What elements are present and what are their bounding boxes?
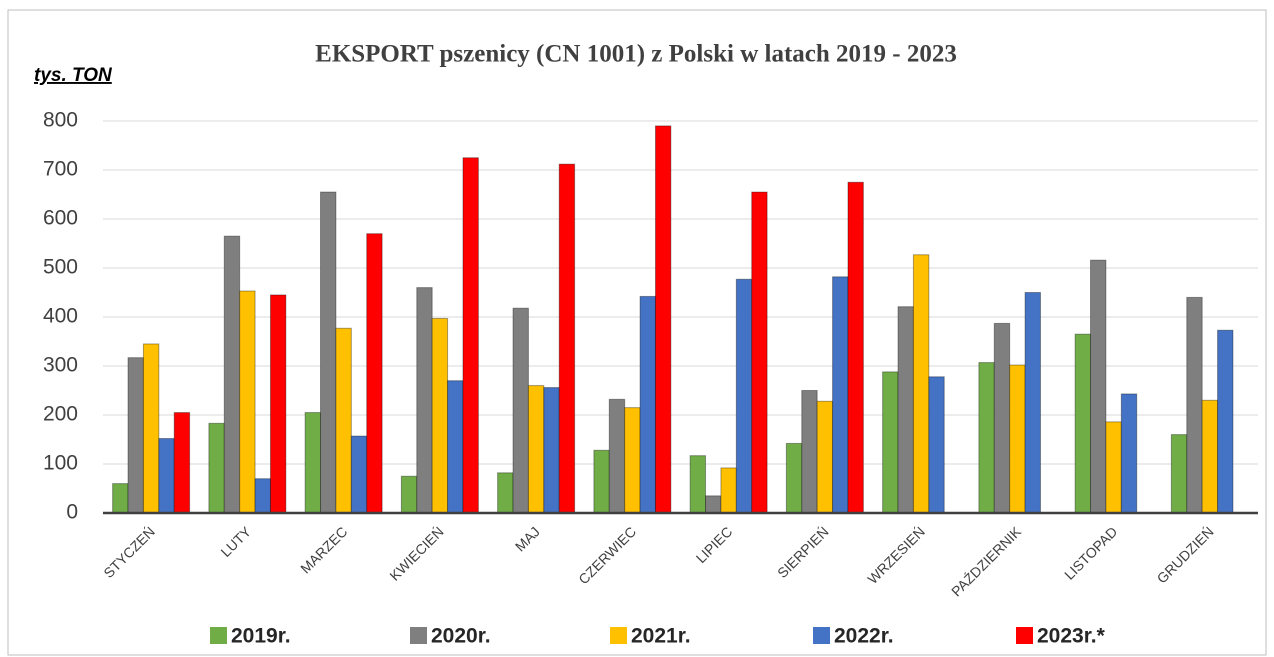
- bar: [1024, 292, 1041, 514]
- bar: [127, 357, 144, 514]
- legend-label: 2022r.: [834, 625, 894, 648]
- bar: [142, 343, 160, 514]
- chart-title: EKSPORT pszenicy (CN 1001) z Polski w la…: [315, 41, 957, 68]
- bar: [366, 233, 383, 514]
- bar: [350, 435, 368, 514]
- x-tick-label: LUTY: [217, 523, 254, 560]
- legend-swatch: [410, 627, 427, 644]
- legend-label: 2020r.: [431, 625, 491, 648]
- bar: [416, 287, 433, 514]
- x-tick-label: MARZEC: [297, 523, 350, 576]
- bar: [689, 455, 707, 514]
- bar: [447, 380, 464, 514]
- bar: [208, 422, 225, 514]
- bar: [1170, 434, 1188, 514]
- legend-label: 2021r.: [631, 625, 691, 648]
- legend-swatch: [210, 627, 227, 644]
- bar: [400, 475, 418, 514]
- y-tick-label: 600: [43, 207, 78, 230]
- bar: [928, 376, 945, 514]
- legend-label: 2023r.*: [1037, 625, 1106, 648]
- bar: [1074, 333, 1092, 514]
- bar: [608, 398, 626, 514]
- x-tick-label: KWIECIEŃ: [386, 523, 446, 583]
- bar: [735, 278, 753, 514]
- bar: [993, 322, 1011, 514]
- y-tick-label: 0: [66, 501, 78, 524]
- bar: [1186, 296, 1203, 514]
- bar: [1105, 421, 1122, 514]
- y-tick-label: 200: [43, 403, 78, 426]
- bar: [832, 276, 849, 514]
- y-tick-label: 500: [43, 256, 78, 279]
- bar: [978, 362, 995, 514]
- legend-swatch: [610, 627, 627, 644]
- y-axis-label: tys. TON: [34, 65, 113, 86]
- bar: [882, 371, 899, 514]
- bar: [431, 317, 449, 514]
- bar: [624, 407, 641, 514]
- bar: [593, 449, 610, 514]
- bar: [1120, 393, 1138, 514]
- bar: [335, 327, 352, 514]
- chart-frame: [7, 9, 1267, 656]
- bar: [543, 387, 560, 514]
- bar: [269, 294, 287, 514]
- x-tick-label: WRZESIEŃ: [864, 523, 928, 587]
- bar: [816, 400, 834, 514]
- y-tick-label: 400: [43, 305, 78, 328]
- bar: [173, 412, 191, 514]
- bar: [527, 385, 545, 514]
- x-tick-label: LIPIEC: [693, 523, 736, 566]
- x-tick-label: STYCZEŃ: [100, 523, 158, 581]
- y-tick-label: 700: [43, 158, 78, 181]
- bar: [462, 157, 479, 514]
- legend-swatch: [1016, 627, 1033, 644]
- bar: [654, 125, 672, 514]
- x-tick-label: LISTOPAD: [1061, 523, 1120, 582]
- x-tick-label: GRUDZIEŃ: [1154, 523, 1217, 586]
- bar: [720, 467, 737, 514]
- bar: [223, 235, 241, 514]
- bar: [751, 191, 768, 514]
- bar: [112, 483, 129, 514]
- bar: [304, 412, 322, 514]
- bar: [801, 390, 818, 514]
- bar: [320, 191, 337, 514]
- bar: [912, 254, 930, 514]
- bar: [847, 181, 864, 514]
- legend-label: 2019r.: [231, 625, 291, 648]
- y-tick-label: 300: [43, 354, 78, 377]
- bar: [1217, 329, 1234, 514]
- x-tick-label: SIERPIEŃ: [774, 523, 832, 581]
- bar: [254, 478, 271, 514]
- bar: [639, 295, 656, 514]
- bar: [1009, 364, 1026, 514]
- bar: [158, 438, 175, 514]
- bar: [1090, 259, 1107, 514]
- y-tick-label: 100: [43, 452, 78, 475]
- x-tick-label: PAŹDZIERNIK: [948, 523, 1025, 600]
- bar: [705, 495, 722, 514]
- bar: [897, 306, 914, 514]
- bar: [558, 163, 576, 514]
- legend-swatch: [813, 627, 830, 644]
- y-tick-label: 800: [43, 109, 78, 132]
- x-tick-label: MAJ: [512, 523, 543, 554]
- bar: [497, 472, 514, 514]
- bar: [512, 307, 529, 514]
- x-tick-label: CZERWIEC: [575, 523, 639, 587]
- bar: [239, 290, 256, 514]
- bar: [1201, 399, 1219, 514]
- bar: [785, 442, 803, 514]
